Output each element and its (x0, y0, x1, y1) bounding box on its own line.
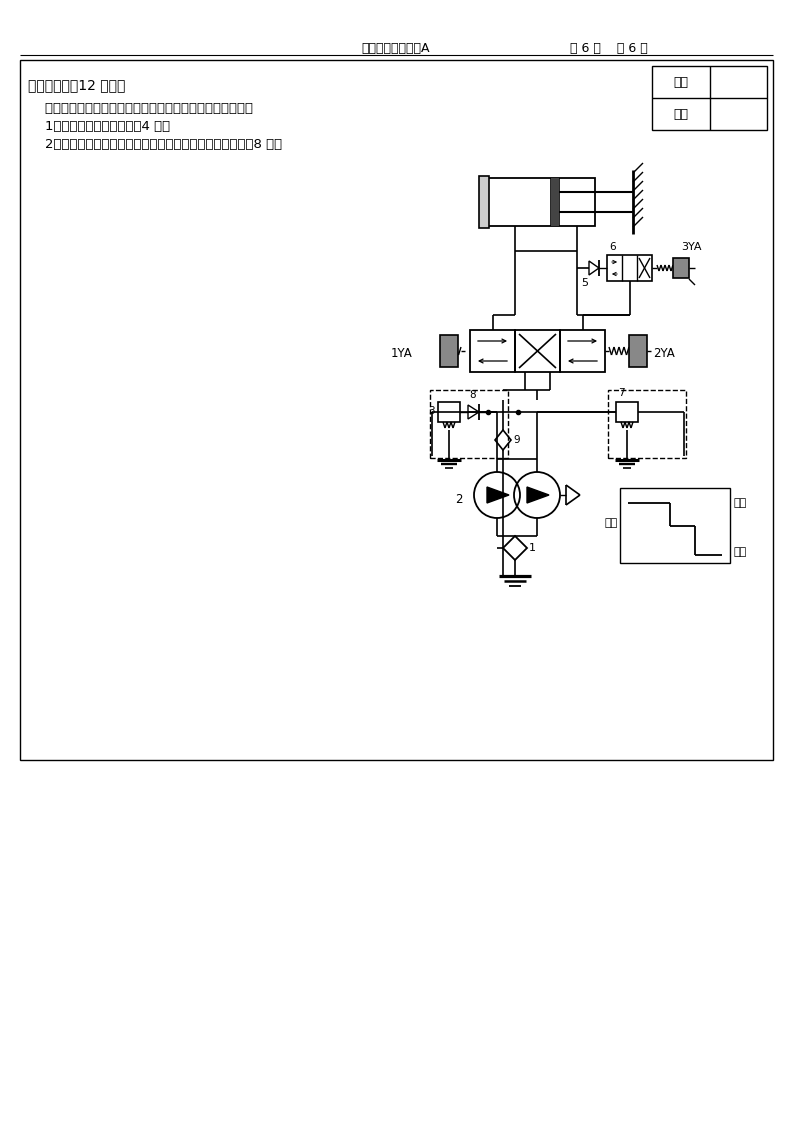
Bar (673, 258, 689, 278)
Bar (470, 330, 515, 373)
Bar (515, 330, 560, 373)
Bar (629, 335, 647, 367)
Text: 南京工程学院试卷A: 南京工程学院试卷A (362, 42, 431, 55)
Bar (487, 178, 595, 226)
Text: 8: 8 (469, 390, 476, 401)
Bar (440, 335, 458, 367)
Bar (430, 390, 508, 458)
Text: 快进: 快进 (733, 498, 746, 508)
Text: 得分: 得分 (673, 108, 688, 120)
Bar (652, 66, 767, 130)
Text: 六、综合题（12 分）：: 六、综合题（12 分）： (28, 79, 125, 92)
Bar (551, 178, 559, 226)
Polygon shape (487, 487, 509, 503)
Text: 下图为双泵供油快速运动回路原理图和液压缸动作循环图。: 下图为双泵供油快速运动回路原理图和液压缸动作循环图。 (28, 102, 253, 114)
Bar (608, 390, 686, 458)
Text: 3: 3 (428, 406, 435, 416)
Bar (616, 402, 638, 422)
Text: 7: 7 (618, 388, 625, 398)
Bar (560, 330, 605, 373)
Text: 本题: 本题 (673, 75, 688, 89)
Text: 1YA: 1YA (390, 347, 412, 359)
Bar (620, 488, 730, 563)
Bar (438, 402, 460, 422)
Text: 5: 5 (581, 278, 588, 288)
Text: 6: 6 (609, 242, 615, 252)
Bar (607, 255, 652, 280)
Text: 9: 9 (513, 435, 519, 445)
Text: 3YA: 3YA (681, 242, 702, 252)
Polygon shape (527, 487, 549, 503)
Text: 1: 1 (529, 543, 536, 553)
Text: 2、写出液压缸在静止、快进、工进、快退时油流过程。（8 分）: 2、写出液压缸在静止、快进、工进、快退时油流过程。（8 分） (28, 138, 282, 151)
Bar (479, 176, 489, 228)
Text: 2YA: 2YA (653, 347, 675, 359)
Bar (20, 59, 773, 760)
Text: 1、指出各元件的名称；（4 分）: 1、指出各元件的名称；（4 分） (28, 120, 170, 134)
Text: 工进: 工进 (605, 518, 618, 528)
Text: 共 6 页    第 6 页: 共 6 页 第 6 页 (570, 42, 648, 55)
Text: 2: 2 (455, 493, 462, 506)
Text: 快退: 快退 (733, 548, 746, 557)
